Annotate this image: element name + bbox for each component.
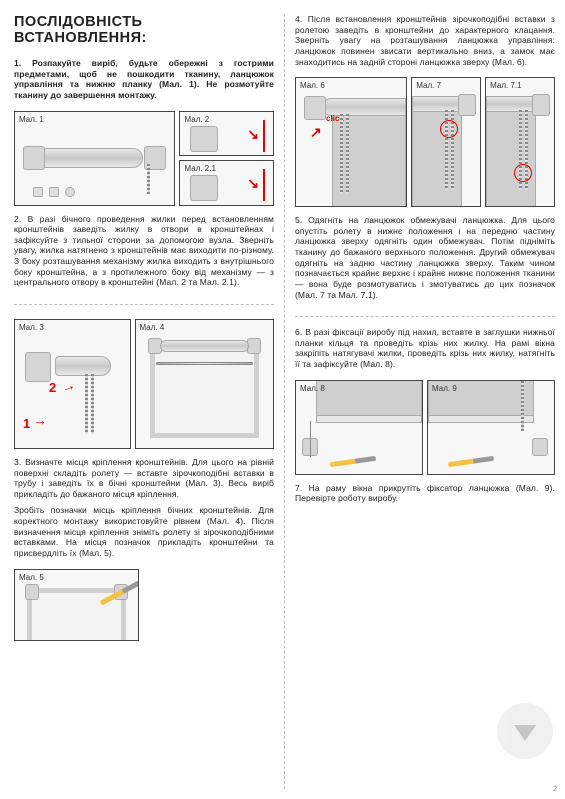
part-icon (49, 187, 59, 197)
window-frame (150, 342, 259, 438)
bracket (247, 338, 261, 354)
bracket (190, 175, 218, 201)
step-1-content: 1. Розпакуйте виріб, будьте обережні з г… (14, 58, 274, 100)
bottom-bar (316, 415, 422, 423)
fig-row-2: Мал. 3 2 → 1 → Мал. 4 (14, 319, 274, 449)
chain (91, 374, 94, 434)
figure-5-caption: Мал. 5 (19, 573, 44, 582)
step-7-text: 7. На раму вікна прикрутіть фіксатор лан… (295, 483, 555, 504)
figure-4: Мал. 4 (135, 319, 274, 449)
tube (55, 356, 111, 376)
page-number: 2 (553, 786, 557, 793)
step-3b-text: Зробіть позначки місць кріплення бічних … (14, 505, 274, 558)
chain (85, 374, 88, 434)
figure-1-caption: Мал. 1 (19, 115, 44, 124)
part-icon (33, 187, 43, 197)
step-2-text: 2. В разі бічного проведення жилки перед… (14, 214, 274, 288)
figure-2-1: Мал. 2.1 ↘ (179, 160, 274, 206)
step-1-text: 1. Розпакуйте виріб, будьте обережні з г… (14, 58, 274, 101)
step-4-text: 4. Після встановлення кронштейнів зірочк… (295, 14, 555, 67)
bracket (190, 126, 218, 152)
page-title: ПОСЛІДОВНІСТЬ ВСТАНОВЛЕННЯ: (14, 14, 274, 46)
screwdriver-icon (330, 455, 376, 466)
bracket-left (23, 146, 45, 170)
figure-6-caption: Мал. 6 (300, 81, 325, 90)
arrow-icon: ↘ (247, 175, 259, 192)
fig-row-3: Мал. 5 (14, 569, 274, 641)
page: ПОСЛІДОВНІСТЬ ВСТАНОВЛЕННЯ: 1. Розпакуйт… (0, 0, 565, 799)
annotation-1: 1 (23, 416, 30, 431)
thread-line (263, 120, 265, 152)
thread-line (263, 169, 265, 201)
thread (310, 421, 311, 457)
right-column: 4. Після встановлення кронштейнів зірочк… (285, 14, 555, 789)
left-column: ПОСЛІДОВНІСТЬ ВСТАНОВЛЕННЯ: 1. Розпакуйт… (14, 14, 284, 789)
fabric (486, 104, 536, 206)
figure-8: Мал. 8 (295, 380, 423, 475)
chain (147, 164, 150, 194)
bracket (25, 584, 39, 600)
level-tool (156, 362, 253, 365)
figure-7-1: Мал. 7.1 (485, 77, 555, 207)
fig-row-1: Мал. 1 Мал. 2 ↘ Мал. 2.1 (14, 111, 274, 206)
screwdriver-icon (448, 455, 494, 466)
bracket (25, 352, 51, 382)
figure-1: Мал. 1 (14, 111, 175, 206)
arrow-icon: → (33, 412, 47, 428)
divider (14, 304, 274, 305)
figure-3-caption: Мал. 3 (19, 323, 44, 332)
fig-row-5: Мал. 8 Мал. 9 (295, 380, 555, 475)
watermark-icon (497, 703, 553, 759)
bracket (304, 96, 326, 120)
step-5-text: 5. Одягніть на ланцюжок обмежувачі ланцю… (295, 215, 555, 300)
fig-row-4: Мал. 6 click ↗ Мал. 7 Мал. 7.1 (295, 77, 555, 207)
chain (521, 381, 524, 431)
figure-2-caption: Мал. 2 (184, 115, 209, 124)
figure-2-1-caption: Мал. 2.1 (184, 164, 215, 173)
figure-7-caption: Мал. 7 (416, 81, 441, 90)
figure-7: Мал. 7 (411, 77, 481, 207)
chain-fixer (532, 438, 548, 456)
figure-6: Мал. 6 click ↗ (295, 77, 407, 207)
step-3a-text: 3. Визначте місця кріплення кронштейнів.… (14, 457, 274, 500)
figure-5: Мал. 5 (14, 569, 139, 641)
part-icon (65, 187, 75, 197)
bracket (458, 94, 476, 116)
fabric (316, 381, 422, 417)
figure-9-caption: Мал. 9 (432, 384, 457, 393)
annotation-2: 2 (49, 380, 56, 395)
arrow-icon: → (59, 376, 78, 396)
roller-tube (33, 148, 143, 168)
highlight-circle (514, 164, 532, 182)
step-6-text: 6. В разі фіксації виробу під нахил, вст… (295, 327, 555, 370)
figure-2: Мал. 2 ↘ (179, 111, 274, 157)
bracket (532, 94, 550, 116)
figure-3: Мал. 3 2 → 1 → (14, 319, 131, 449)
chain (346, 114, 349, 194)
figure-7-1-caption: Мал. 7.1 (490, 81, 521, 90)
figure-4-caption: Мал. 4 (140, 323, 165, 332)
fig-2-stack: Мал. 2 ↘ Мал. 2.1 ↘ (179, 111, 274, 206)
arrow-icon: ↗ (310, 124, 322, 141)
chain (340, 114, 343, 194)
figure-8-caption: Мал. 8 (300, 384, 325, 393)
divider (295, 316, 555, 317)
tube (160, 340, 249, 352)
figure-9: Мал. 9 (427, 380, 555, 475)
fabric (412, 104, 462, 206)
arrow-icon: ↘ (247, 126, 259, 143)
bottom-bar (428, 415, 534, 423)
